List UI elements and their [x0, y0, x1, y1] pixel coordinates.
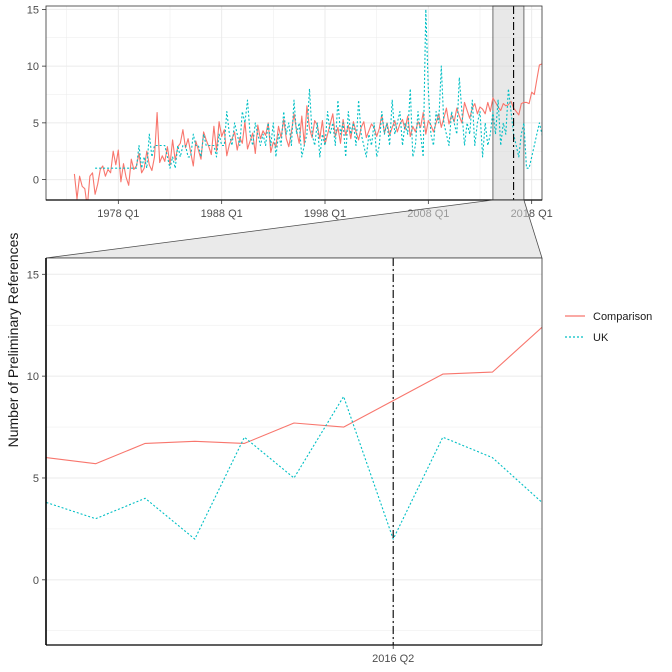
y-tick-label: 5 [33, 473, 39, 485]
y-axis-title: Number of Preliminary References [5, 233, 21, 448]
y-tick-label: 10 [27, 61, 39, 73]
zoom-panel: 0 5 10 15 2016 Q2 [27, 257, 543, 665]
panel-background [46, 258, 542, 645]
x-tick-label: 1998 Q1 [304, 208, 346, 220]
y-tick-label: 10 [27, 371, 39, 383]
legend: Comparison UK [565, 311, 652, 344]
series-line-uk [46, 395, 542, 540]
series-group [46, 326, 542, 540]
y-tick-label: 0 [33, 175, 39, 187]
y-tick-label: 15 [27, 4, 39, 16]
y-tick-label: 0 [33, 575, 39, 587]
legend-label-comparison: Comparison [593, 311, 652, 323]
legend-label-uk: UK [593, 332, 609, 344]
x-tick-label: 1988 Q1 [201, 208, 243, 220]
series-group [73, 8, 542, 200]
series-line-uk [95, 8, 542, 169]
x-tick-label: 2016 Q2 [372, 653, 414, 665]
y-tick-label: 5 [33, 118, 39, 130]
zoom-highlight-box [492, 5, 525, 201]
y-tick-label: 15 [27, 269, 39, 281]
x-tick-label: 1978 Q1 [97, 208, 139, 220]
series-line-comparison [73, 58, 542, 200]
series-line-comparison [46, 326, 542, 465]
